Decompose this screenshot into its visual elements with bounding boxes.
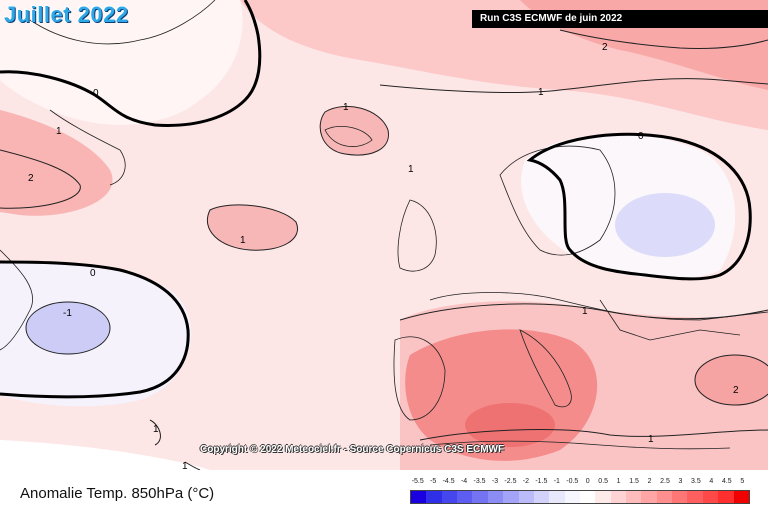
legend-label: -1.5 bbox=[535, 478, 548, 485]
contour-label: 2 bbox=[28, 173, 34, 184]
legend-bar bbox=[410, 490, 750, 504]
color-legend: -5.5 -5 -4.5 -4 -3.5 -3 -2.5 -2 -1.5 -1 -0.5 0 0.5 1 1… bbox=[410, 478, 750, 504]
anomaly-map: 0 1 2 1 1 2 0 1 1 0 -1 1 2 1 1 1 bbox=[0, 0, 768, 470]
contour-label: 1 bbox=[240, 235, 246, 246]
legend-label: -2 bbox=[522, 478, 530, 485]
legend-label: 0.5 bbox=[598, 478, 609, 485]
contour-label: 1 bbox=[408, 164, 414, 175]
legend-swatch bbox=[641, 491, 657, 503]
legend-swatch bbox=[656, 491, 673, 503]
contour-label: 1 bbox=[153, 424, 159, 435]
legend-label: -4.5 bbox=[442, 478, 455, 485]
anomaly-zone-midatlantic-warm bbox=[207, 204, 298, 251]
legend-label: 3.5 bbox=[691, 478, 701, 485]
legend-label: -5 bbox=[430, 478, 437, 485]
legend-label: 0 bbox=[585, 478, 590, 485]
legend-label: -5.5 bbox=[411, 478, 424, 485]
contour-label: 0 bbox=[93, 88, 99, 99]
contour-label: 1 bbox=[582, 306, 588, 317]
legend-label: -0.5 bbox=[566, 478, 579, 485]
legend-swatch bbox=[472, 491, 488, 503]
legend-swatch bbox=[702, 491, 719, 503]
minor-contours bbox=[0, 29, 768, 470]
legend-label: -3.5 bbox=[473, 478, 486, 485]
anomaly-zone-east-warm bbox=[695, 355, 768, 405]
legend-label: -4 bbox=[460, 478, 468, 485]
legend-label: 1.5 bbox=[629, 478, 639, 485]
contour-label: 1 bbox=[538, 87, 544, 98]
legend-labels: -5.5 -5 -4.5 -4 -3.5 -3 -2.5 -2 -1.5 -1 -0.5 0 0.5 1 1… bbox=[410, 478, 750, 488]
legend-label: 2.5 bbox=[660, 478, 670, 485]
contour-label: 1 bbox=[56, 126, 62, 137]
legend-swatch bbox=[533, 491, 550, 503]
zero-contours bbox=[0, 0, 752, 399]
anomaly-zone-scandinavia-cool bbox=[615, 193, 715, 257]
anomaly-zone-west-warm bbox=[0, 110, 113, 216]
contour-label: 0 bbox=[638, 131, 644, 142]
contour-label: 1 bbox=[343, 102, 349, 113]
legend-swatch bbox=[503, 491, 519, 503]
legend-label: 4 bbox=[709, 478, 714, 485]
legend-swatch bbox=[564, 491, 580, 503]
contour-label: -1 bbox=[63, 308, 72, 319]
legend-swatch bbox=[518, 491, 534, 503]
legend-label: 5 bbox=[740, 478, 745, 485]
map-title: Juillet 2022 bbox=[4, 2, 129, 27]
contour-label: 2 bbox=[733, 385, 739, 396]
legend-swatch bbox=[626, 491, 642, 503]
legend-label: 1 bbox=[616, 478, 621, 485]
legend-swatch bbox=[610, 491, 627, 503]
legend-swatch bbox=[426, 491, 442, 503]
footer-bar: Anomalie Temp. 850hPa (°C) -5.5 -5 -4.5 -4-… bbox=[0, 470, 768, 512]
anomaly-zone-southwest-neutral bbox=[0, 440, 210, 470]
legend-label: 3 bbox=[678, 478, 683, 485]
anomaly-zone-mediterranean-core bbox=[465, 403, 555, 447]
footer-caption: Anomalie Temp. 850hPa (°C) bbox=[20, 485, 215, 502]
contour-label: 1 bbox=[648, 434, 654, 445]
run-info-box: Run C3S ECMWF de juin 2022 bbox=[472, 10, 768, 28]
legend-swatch bbox=[487, 491, 504, 503]
legend-swatch bbox=[457, 491, 473, 503]
contour-label: 0 bbox=[90, 268, 96, 279]
legend-swatch bbox=[549, 491, 565, 503]
legend-swatch bbox=[579, 491, 596, 503]
legend-swatch bbox=[441, 491, 458, 503]
legend-swatch bbox=[595, 491, 611, 503]
copyright-text: Copyright © 2022 Meteociel.fr - Source C… bbox=[200, 444, 505, 455]
anomaly-zone-atlantic-cool bbox=[26, 302, 110, 354]
contour-label: 2 bbox=[602, 42, 608, 53]
contour-label: 1 bbox=[182, 461, 188, 470]
legend-label: -2.5 bbox=[504, 478, 517, 485]
legend-swatch bbox=[718, 491, 734, 503]
legend-label: -3 bbox=[491, 478, 499, 485]
legend-label: -1 bbox=[553, 478, 560, 485]
legend-swatch bbox=[411, 491, 427, 503]
legend-label: 4.5 bbox=[721, 478, 732, 485]
legend-swatch bbox=[687, 491, 703, 503]
legend-label: 2 bbox=[647, 478, 652, 485]
anomaly-zone-greenland-neutral bbox=[0, 0, 243, 125]
contour-labels: 0 1 2 1 1 2 0 1 1 0 -1 1 2 1 1 1 bbox=[28, 42, 739, 470]
legend-swatch bbox=[733, 491, 749, 503]
legend-swatch bbox=[672, 491, 688, 503]
